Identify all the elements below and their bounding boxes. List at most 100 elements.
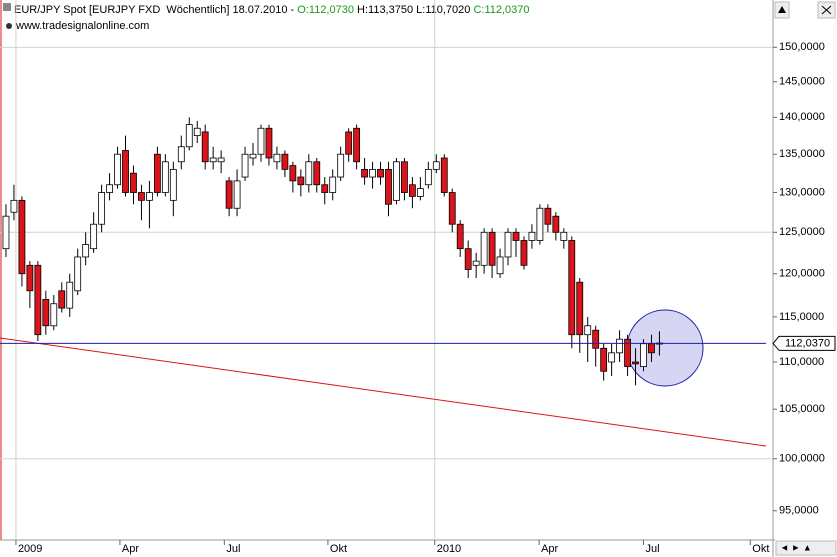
candle-body xyxy=(496,256,504,275)
candle-body xyxy=(552,215,560,233)
close-icon xyxy=(821,5,832,15)
candle-body xyxy=(512,231,520,241)
candle-body xyxy=(488,231,496,266)
instrument: EUR/JPY Spot [EURJPY FXD Wöchentlich] 18… xyxy=(14,4,297,16)
candle-body xyxy=(432,161,440,170)
candle-body xyxy=(416,188,424,197)
y-tick-label: 145,0000 xyxy=(779,76,825,88)
candle-body xyxy=(98,192,106,225)
candle-body xyxy=(34,264,42,336)
candle-body xyxy=(600,347,608,372)
candle-body xyxy=(217,157,225,163)
candle-body xyxy=(161,161,169,193)
candle-body xyxy=(576,281,584,336)
y-tick-label: 110,0000 xyxy=(779,356,824,368)
candle-body xyxy=(201,131,209,163)
candle-body xyxy=(130,172,137,193)
chart-header: EUR/JPY Spot [EURJPY FXD Wöchentlich] 18… xyxy=(14,4,530,16)
candle-body xyxy=(58,290,66,309)
candle-body xyxy=(504,231,512,258)
nav-buttons[interactable] xyxy=(775,540,837,556)
candle-body xyxy=(249,153,257,159)
candle-body xyxy=(329,176,337,193)
y-tick-label: 100,0000 xyxy=(779,453,825,465)
candle-body xyxy=(584,325,592,336)
x-tick-label: Jul xyxy=(646,543,660,555)
candle-body xyxy=(393,161,400,201)
y-tick-label: 95,0000 xyxy=(779,505,819,517)
last-price-label: 112,0370 xyxy=(785,337,830,349)
last-price-box xyxy=(772,335,836,351)
x-tick-label: Okt xyxy=(330,543,347,555)
x-tick-label: Apr xyxy=(122,543,139,555)
candle-body xyxy=(345,131,353,155)
candle-body xyxy=(50,303,58,327)
y-tick-label: 105,0000 xyxy=(779,403,825,415)
candle-body xyxy=(185,124,193,148)
scroll-up-icon xyxy=(778,6,786,13)
candle-body xyxy=(233,180,241,209)
highlight-circle xyxy=(626,309,704,387)
candle-body xyxy=(377,168,384,178)
y-tick-label: 125,0000 xyxy=(779,226,825,238)
nav-icons: ◄ ► ▲ xyxy=(780,542,812,552)
candle-body xyxy=(624,338,631,368)
candle-body xyxy=(297,176,305,186)
source-icon xyxy=(6,23,12,29)
candle-body xyxy=(321,184,329,193)
candle-body xyxy=(448,192,456,225)
candle-body xyxy=(241,153,249,178)
candle-body xyxy=(169,168,177,201)
x-tick-label: Apr xyxy=(541,543,558,555)
y-tick-label: 115,0000 xyxy=(779,311,824,323)
candle-body xyxy=(464,248,472,270)
candle-body xyxy=(632,361,639,365)
candle-body xyxy=(544,207,552,225)
candle-body xyxy=(122,150,129,193)
candle-body xyxy=(66,281,74,309)
candle-body xyxy=(26,264,34,292)
y-tick-label: 120,0000 xyxy=(779,268,825,280)
candle-body xyxy=(2,215,10,250)
candle-body xyxy=(82,244,90,258)
candle-body xyxy=(289,165,297,182)
candle-body xyxy=(18,199,26,275)
candle-body xyxy=(114,153,121,186)
candle-body xyxy=(440,157,448,193)
candle-body xyxy=(74,256,82,292)
candle-body xyxy=(456,223,464,250)
candle-body xyxy=(520,240,528,266)
menu-icon[interactable] xyxy=(3,3,11,11)
candle-body xyxy=(401,161,408,193)
candle-body xyxy=(616,338,623,354)
candle-body xyxy=(281,153,289,170)
candle-body xyxy=(273,153,281,163)
candle-body xyxy=(265,127,273,159)
candle-body xyxy=(608,352,616,363)
y-tick-label: 140,0000 xyxy=(779,111,825,123)
candle-body xyxy=(313,161,321,186)
candle-body xyxy=(536,207,544,241)
candle-body xyxy=(640,343,647,368)
candle-body xyxy=(106,184,113,193)
candle-body xyxy=(305,161,313,186)
candle-body xyxy=(177,146,185,163)
candle-body xyxy=(385,168,392,205)
open-value: O:112,0730 xyxy=(297,4,354,16)
candle-body xyxy=(146,192,153,201)
x-tick-label: Jul xyxy=(226,543,240,555)
trend-line xyxy=(0,337,767,447)
candle-body xyxy=(648,343,655,354)
source: www.tradesignalonline.com xyxy=(15,20,149,32)
candle-body xyxy=(209,157,217,163)
candle-body xyxy=(369,168,376,178)
y-tick-label: 135,0000 xyxy=(779,148,825,160)
candle-body xyxy=(337,153,345,178)
x-tick-label: 2009 xyxy=(18,543,42,555)
y-tick-label: 150,0000 xyxy=(779,41,825,53)
close-value: C:112,0370 xyxy=(473,4,529,16)
candle-body xyxy=(42,299,50,327)
candle-body xyxy=(90,223,98,250)
